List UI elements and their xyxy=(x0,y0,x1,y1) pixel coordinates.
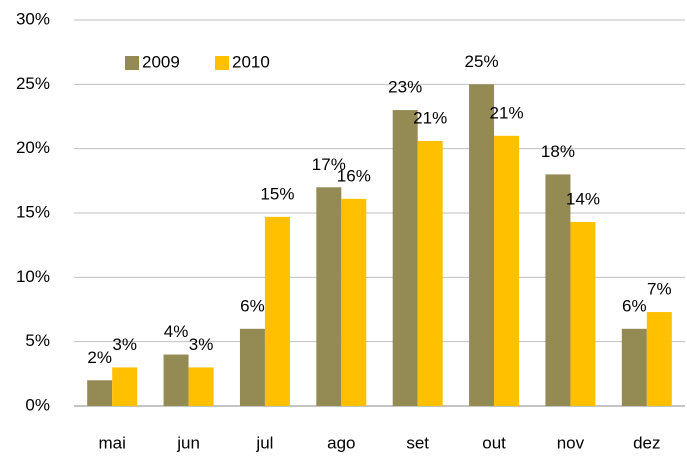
x-tick-label: dez xyxy=(633,433,660,452)
value-label: 4% xyxy=(164,322,189,341)
bar xyxy=(646,312,672,406)
value-label: 25% xyxy=(465,52,499,71)
legend-label: 2009 xyxy=(142,52,180,71)
value-label: 21% xyxy=(490,103,524,122)
value-label: 7% xyxy=(647,280,672,299)
y-tick-label: 30% xyxy=(16,9,50,28)
bar xyxy=(239,328,265,406)
value-label: 2% xyxy=(87,348,112,367)
bar xyxy=(87,380,113,406)
x-tick-label: nov xyxy=(557,433,585,452)
x-tick-label: mai xyxy=(98,433,125,452)
x-tick-label: set xyxy=(406,433,429,452)
value-label: 17% xyxy=(312,155,346,174)
x-tick-label: out xyxy=(482,433,506,452)
y-tick-label: 20% xyxy=(16,138,50,157)
value-label: 6% xyxy=(240,296,265,315)
bar xyxy=(264,216,290,406)
bar xyxy=(392,110,418,407)
legend-label: 2010 xyxy=(232,52,270,71)
bar xyxy=(545,174,571,406)
value-label: 18% xyxy=(541,142,575,161)
bar xyxy=(494,135,520,407)
bar xyxy=(316,187,342,406)
legend-swatch xyxy=(215,56,229,70)
bar xyxy=(621,328,647,406)
y-tick-label: 25% xyxy=(16,74,50,93)
y-tick-label: 5% xyxy=(25,331,50,350)
value-label: 14% xyxy=(566,189,600,208)
bar xyxy=(112,367,138,406)
legend-swatch xyxy=(125,56,139,70)
bar xyxy=(188,367,214,406)
bar xyxy=(341,198,367,406)
value-label: 6% xyxy=(622,296,647,315)
bar xyxy=(469,84,495,406)
value-label: 15% xyxy=(260,184,294,203)
value-label: 16% xyxy=(337,166,371,185)
value-label: 3% xyxy=(189,335,214,354)
bar xyxy=(417,140,443,407)
value-label: 3% xyxy=(112,335,137,354)
x-tick-label: jun xyxy=(176,433,200,452)
x-tick-label: jul xyxy=(255,433,273,452)
x-tick-label: ago xyxy=(327,433,355,452)
value-label: 21% xyxy=(413,108,447,127)
bar xyxy=(570,222,596,406)
y-tick-label: 0% xyxy=(25,395,50,414)
y-tick-label: 15% xyxy=(16,202,50,221)
bar xyxy=(163,354,189,406)
y-tick-label: 10% xyxy=(16,267,50,286)
value-label: 23% xyxy=(388,78,422,97)
